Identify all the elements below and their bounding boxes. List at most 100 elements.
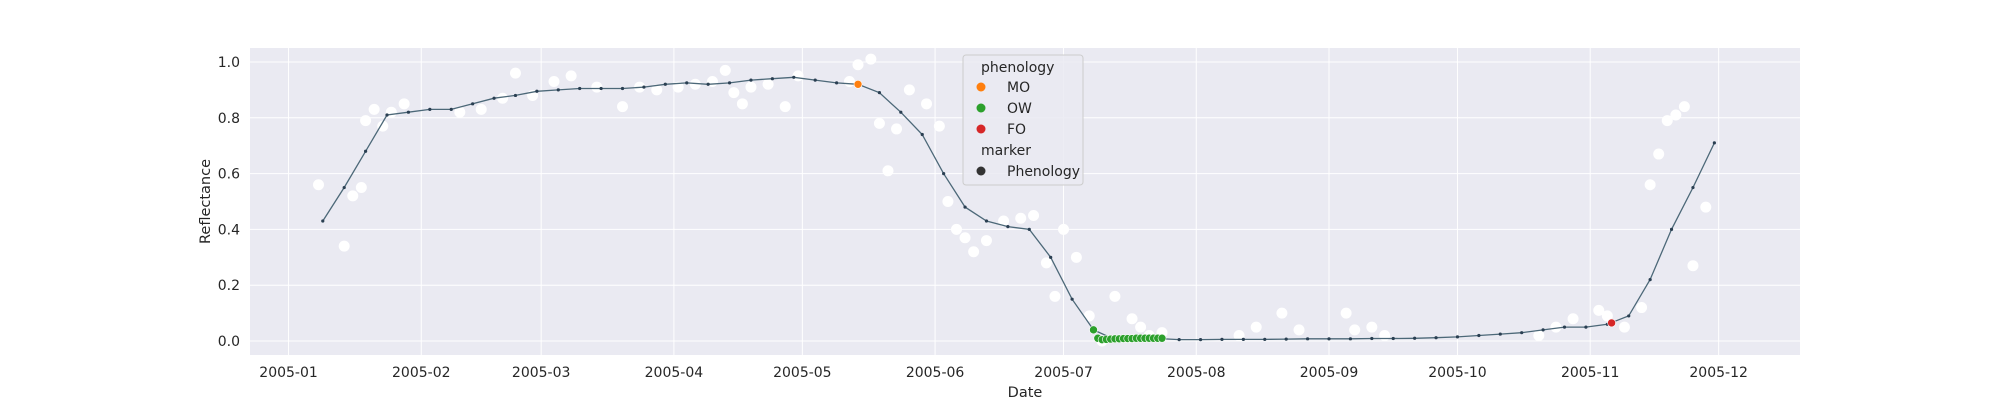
x-tick-label: 2005-08 [1167,365,1226,381]
smoothed-point [556,88,560,92]
raw-point [347,190,359,202]
smoothed-point [471,102,475,106]
raw-point [1618,321,1630,333]
smoothed-point [920,132,924,137]
raw-point [891,123,903,135]
legend-label-mo: MO [1007,80,1030,96]
raw-point [1593,304,1605,316]
raw-point [942,196,954,207]
y-tick-label: 0.0 [218,334,240,350]
x-tick-label: 2005-10 [1428,365,1487,381]
smoothed-point [706,82,710,86]
x-tick-label: 2005-04 [645,365,704,381]
phenology-point-mo [853,79,863,89]
x-tick-label: 2005-03 [512,365,571,381]
raw-point [497,92,509,104]
legend-label-ow: OW [1007,101,1032,117]
x-axis-ticks: 2005-01 2005-02 2005-03 2005-04 2005-05 2005-… [259,365,1748,381]
smoothed-point [1006,225,1010,229]
raw-point [509,67,521,79]
raw-point [1349,324,1361,336]
smoothed-point [1263,337,1267,341]
smoothed-point [1070,297,1074,301]
smoothed-point [578,86,582,91]
raw-point [1567,313,1579,325]
raw-point [1687,260,1699,272]
smoothed-point [449,107,453,111]
smoothed-point [1520,331,1524,335]
raw-point [1636,302,1648,314]
raw-point [1049,290,1061,302]
smoothed-point [492,96,496,100]
x-axis-label: Date [1008,385,1043,400]
raw-point [1028,209,1040,221]
smoothed-point [642,85,646,89]
raw-point [1126,313,1138,325]
x-tick-label: 2005-11 [1561,365,1620,381]
raw-point [548,75,560,87]
smoothed-point [1691,185,1695,190]
smoothed-point [963,205,967,209]
smoothed-point [1284,337,1288,341]
smoothed-point [599,86,603,91]
smoothed-point [749,78,753,82]
raw-point [921,98,933,110]
raw-point [338,240,350,252]
raw-point [565,70,577,82]
smoothed-point [342,185,346,190]
raw-point [873,117,885,129]
raw-point [1015,212,1027,224]
smoothed-point [1241,337,1245,341]
smoothed-point [1370,336,1374,341]
smoothed-point [1541,328,1545,332]
smoothed-point [1584,325,1588,329]
phenology-point-ow [1089,325,1098,335]
raw-point [728,87,740,99]
smoothed-point [685,81,689,85]
smoothed-point [385,113,389,117]
smoothed-point [406,110,411,114]
raw-point [360,115,372,127]
smoothed-point [1477,333,1481,338]
raw-point [1601,310,1613,322]
raw-point [368,103,380,115]
raw-point [1276,307,1288,319]
raw-point [980,235,992,247]
legend: phenology MO OW FO marker Phenology [962,54,1084,186]
raw-point [762,78,774,90]
smoothed-point [1455,335,1460,339]
raw-point [1700,201,1712,213]
raw-point [1109,290,1121,302]
phenology-point-ow [1157,333,1167,343]
smoothed-line [322,76,1715,341]
raw-point [617,101,629,113]
raw-point [1250,321,1262,333]
raw-point [865,53,877,65]
legend-marker-phenology [976,166,986,176]
smoothed-point [1648,278,1652,282]
x-tick-label: 2005-06 [906,365,965,381]
raw-point [1550,321,1562,333]
y-axis-ticks: 0.0 0.2 0.4 0.6 0.8 1.0 [218,55,240,350]
x-tick-label: 2005-09 [1300,365,1359,381]
smoothed-point [942,171,946,176]
smoothed-point [1327,337,1331,341]
legend-marker-fo [976,124,986,134]
smoothed-point [1305,337,1310,341]
y-tick-label: 0.8 [218,111,240,127]
smoothed-point [877,91,882,95]
phenology-point-fo [1607,318,1616,328]
raw-point [950,223,962,235]
raw-point [968,246,980,258]
legend-style-title: marker [981,143,1031,159]
smoothed-point [1434,336,1438,340]
raw-point [475,103,487,115]
smoothed-point [770,77,774,81]
smoothed-point [984,219,989,223]
smoothed-point [1220,337,1224,341]
raw-point [1070,251,1082,263]
smoothed-point [899,110,903,114]
smoothed-point [1413,336,1417,340]
raw-point [1233,329,1245,341]
